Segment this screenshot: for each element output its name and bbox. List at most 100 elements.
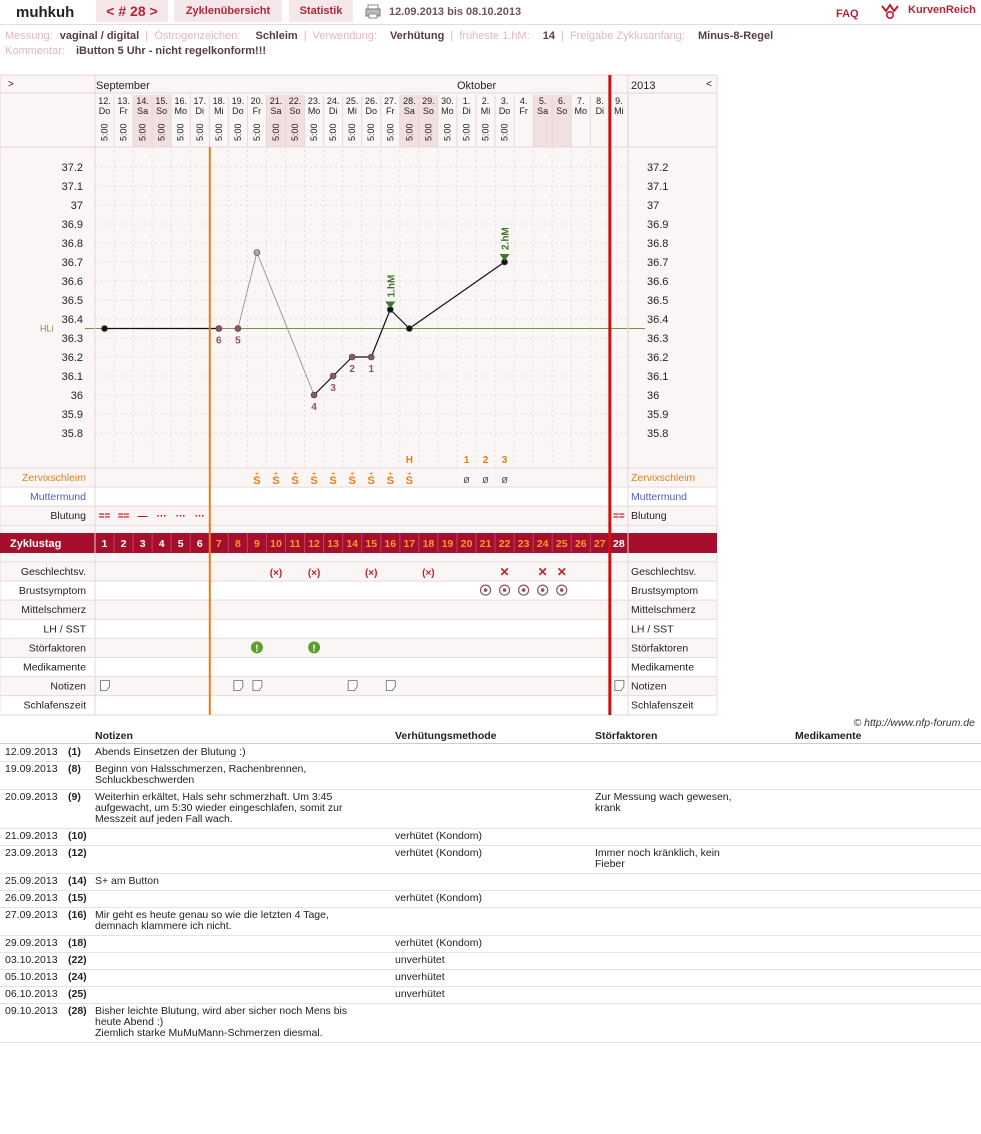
time-label: 5:00 (157, 123, 167, 141)
brust-icon-dot (540, 588, 545, 592)
bleeding-mark: == (613, 511, 625, 522)
zervix-slash: ø (463, 474, 470, 486)
notes-cell-date: 20.09.2013 (5, 791, 58, 803)
notes-cell-date: 12.09.2013 (5, 746, 58, 758)
cycle-day-number: 13 (327, 538, 339, 550)
coverline-label: HLi (40, 324, 54, 334)
time-label: 5:00 (290, 123, 300, 141)
time-label: 5:00 (252, 123, 262, 141)
faq-link[interactable]: FAQ (836, 8, 859, 20)
year-label: 2013 (631, 80, 655, 92)
cycle-day-number: 26 (575, 538, 587, 550)
zervix-plus: + (312, 469, 317, 478)
h-row-label: 1 (464, 455, 470, 466)
row-label-left: LH / SST (43, 623, 86, 635)
zervix-plus: + (350, 469, 355, 478)
row-label-right: LH / SST (631, 623, 674, 635)
y-tick-right: 37.1 (647, 181, 668, 193)
day-number: 14. (136, 96, 149, 106)
note-icon (385, 680, 396, 691)
note-icon (252, 680, 263, 691)
meta-line-2: Kommentar: iButton 5 Uhr - nicht regelko… (5, 45, 266, 57)
cycle-day-number: 2 (121, 538, 127, 550)
note-icon (614, 680, 625, 691)
frueheste-label: früheste 1.hM: (459, 30, 530, 42)
tab-zyklenuebersicht[interactable]: Zyklenübersicht (174, 0, 282, 22)
time-label: 5:00 (233, 123, 243, 141)
notes-cell-date: 26.09.2013 (5, 892, 58, 904)
notes-cell-day: (1) (68, 746, 81, 758)
day-number: 28. (403, 96, 416, 106)
day-number: 1. (463, 96, 471, 106)
weekend-col (418, 95, 438, 147)
day-number: 9. (615, 96, 623, 106)
row-bg (0, 695, 718, 716)
weekday: So (423, 106, 434, 116)
day-number: 19. (232, 96, 245, 106)
y-tick-left: 35.9 (62, 409, 83, 421)
notes-row: 05.10.2013 (24) unverhütet (0, 969, 981, 987)
notes-row: 21.09.2013 (10) verhütet (Kondom) (0, 828, 981, 846)
brust-icon-dot (502, 588, 507, 592)
brand-logo-icon[interactable] (880, 2, 900, 20)
weekday: Mo (174, 106, 187, 116)
messung-value: vaginal / digital (59, 30, 140, 42)
time-label: 5:00 (385, 123, 395, 141)
cycle-day-number: 8 (235, 538, 241, 550)
brand-name[interactable]: KurvenReich (908, 4, 976, 16)
stoer-icon-mark: ! (255, 643, 258, 654)
temp-segment (332, 356, 353, 377)
brust-icon-dot (483, 588, 488, 592)
temp-point (367, 353, 375, 361)
notes-cell-date: 23.09.2013 (5, 847, 58, 859)
row-label-left: Geschlechtsv. (21, 566, 86, 578)
temp-point (310, 391, 318, 399)
weekday: Sa (404, 106, 415, 116)
cycle-nav[interactable]: < # 28 > (96, 0, 168, 22)
cycle-chart: > September Oktober 2013 <12.Do5:0013.Fr5:00… (0, 74, 718, 716)
weekday: Fr (253, 106, 262, 116)
day-number: 25. (346, 96, 359, 106)
bleeding-mark: ··· (176, 511, 186, 522)
row-label-right: Mittelschmerz (631, 604, 696, 616)
weekday: Sa (537, 106, 548, 116)
day-number: 16. (174, 96, 187, 106)
y-tick-left: 36.5 (62, 295, 83, 307)
point-label: 6 (216, 336, 222, 347)
printer-icon[interactable] (365, 4, 381, 19)
h-row-label: H (406, 455, 413, 466)
brust-icon (537, 584, 549, 596)
zervix-plus: + (331, 469, 336, 478)
time-label: 5:00 (271, 123, 281, 141)
freigabe-value: Minus-8-Regel (697, 30, 774, 42)
time-label: 5:00 (423, 123, 433, 141)
temp-segment (237, 252, 258, 329)
cycle-day-number: 21 (480, 538, 492, 550)
geschlecht-mark: (×) (365, 568, 378, 579)
day-number: 5. (539, 96, 547, 106)
time-label: 5:00 (195, 123, 205, 141)
cycle-day-number: 10 (270, 538, 282, 550)
time-label: 5:00 (461, 123, 471, 141)
cycle-day-number: 4 (159, 538, 165, 550)
h-row-label: 3 (502, 455, 508, 466)
notes-row: 26.09.2013 (15) verhütet (Kondom) (0, 890, 981, 908)
hm-marker (385, 301, 396, 309)
day-number: 21. (270, 96, 283, 106)
row-label-left: Medikamente (23, 662, 86, 674)
tab-statistik[interactable]: Statistik (289, 0, 353, 22)
temp-point (234, 325, 242, 332)
row-label-right: Geschlechtsv. (631, 566, 696, 578)
notes-cell-date: 03.10.2013 (5, 954, 58, 966)
row-label-left: Muttermund (30, 491, 86, 503)
zervix-plus: + (293, 469, 298, 478)
bleeding-mark: == (118, 511, 130, 522)
kommentar-value: iButton 5 Uhr - nicht regelkonform!!! (75, 45, 267, 57)
cycle-day-number: 15 (365, 538, 377, 550)
y-tick-left: 36.2 (62, 352, 83, 364)
temp-segment (370, 309, 391, 358)
zyklustag-label: Zyklustag (10, 538, 61, 550)
notes-cell-day: (9) (68, 791, 81, 803)
cycle-day-number: 7 (216, 538, 222, 550)
geschlecht-mark: ✕ (557, 565, 567, 579)
